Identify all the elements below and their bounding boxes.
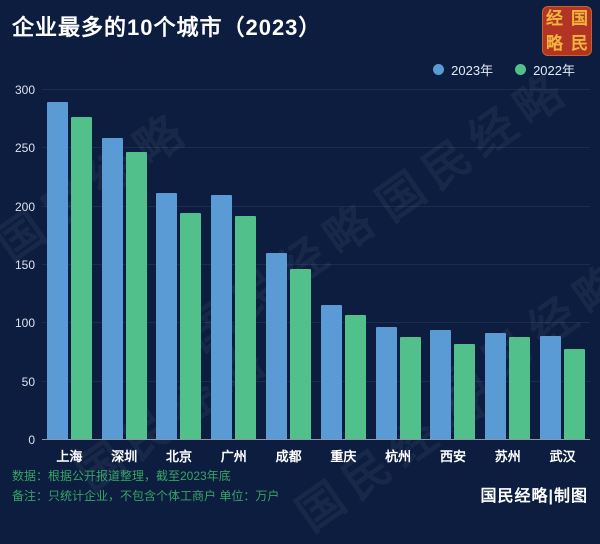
legend-label: 2023年 [451,63,494,78]
gridline [42,380,590,382]
credit-label: 国民经略|制图 [480,488,588,505]
bar-s0-c0 [46,101,68,440]
bar-s1-c2 [180,212,202,440]
bar-s1-c7 [454,344,476,440]
legend-item-0: 2023年 [433,60,493,79]
x-tick-label-5: 重庆 [330,449,357,464]
bar-groups [42,90,590,440]
gridline [42,147,590,149]
bar-group-3 [206,90,261,440]
x-tick-label-6: 杭州 [385,449,412,464]
bar-chart: 300 250 200 150 100 50 0 上海 深圳 北京 广州 成都 重庆 杭州 西安 苏州 武汉 [10,83,590,465]
y-axis: 300 250 200 150 100 50 0 [14,83,35,447]
bar-s0-c6 [375,326,397,440]
bar-group-5 [316,90,371,440]
bar-s1-c9 [564,349,586,440]
seal-char-3: 民 [571,34,588,53]
gridline [42,89,590,90]
bar-s0-c8 [485,332,507,440]
legend-label: 2022年 [533,63,575,78]
bar-s1-c6 [399,337,421,440]
gridline [42,264,590,265]
chart-legend: 2023年 2022年 [433,60,575,79]
bar-s0-c2 [156,192,178,440]
brand-seal: 经国略民 [542,6,592,56]
bar-group-7 [426,90,481,440]
bar-s0-c1 [101,137,123,440]
bar-s0-c3 [211,195,233,440]
bar-s0-c7 [430,330,452,440]
seal-char-0: 经 [546,9,563,28]
page-title: 企业最多的10个城市（2023） [12,15,322,40]
x-tick-label-0: 上海 [56,449,83,464]
gridline [42,205,590,207]
x-tick-label-8: 苏州 [494,449,521,464]
seal-char-1: 国 [571,9,588,28]
x-tick-label-1: 深圳 [111,449,138,464]
bar-s0-c5 [320,304,342,440]
bar-group-6 [371,90,426,440]
x-tick-label-2: 北京 [165,449,192,464]
x-tick-label-3: 广州 [220,449,247,464]
bar-s1-c4 [290,268,312,440]
seal-char-2: 略 [546,34,563,53]
bar-s1-c5 [344,315,366,440]
bar-s0-c4 [266,253,288,440]
bar-group-0 [42,90,97,440]
bar-s1-c1 [125,151,147,440]
bar-group-1 [97,90,152,440]
bar-s1-c3 [235,216,257,440]
bar-group-2 [152,90,207,440]
x-axis-line [42,439,590,440]
x-tick-label-9: 武汉 [549,449,576,464]
bar-s0-c9 [540,336,562,440]
x-tick-label-4: 成都 [275,449,302,464]
bar-s1-c8 [509,337,531,440]
bar-group-9 [535,90,590,440]
legend-item-1: 2022年 [515,60,575,79]
bar-group-8 [480,90,535,440]
gridline [42,322,590,324]
bar-group-4 [261,90,316,440]
legend-dot-icon [515,64,527,75]
x-axis-labels: 上海 深圳 北京 广州 成都 重庆 杭州 西安 苏州 武汉 [42,446,590,465]
plot-area [42,89,590,440]
footnote-data-source: 数据：根据公开报道整理，截至2023年底 [12,469,231,483]
bar-s1-c0 [70,116,92,440]
footnote-note: 备注：只统计企业，不包含个体工商户 单位：万户 [12,489,280,503]
legend-dot-icon [433,64,445,75]
x-tick-label-7: 西安 [439,449,466,464]
